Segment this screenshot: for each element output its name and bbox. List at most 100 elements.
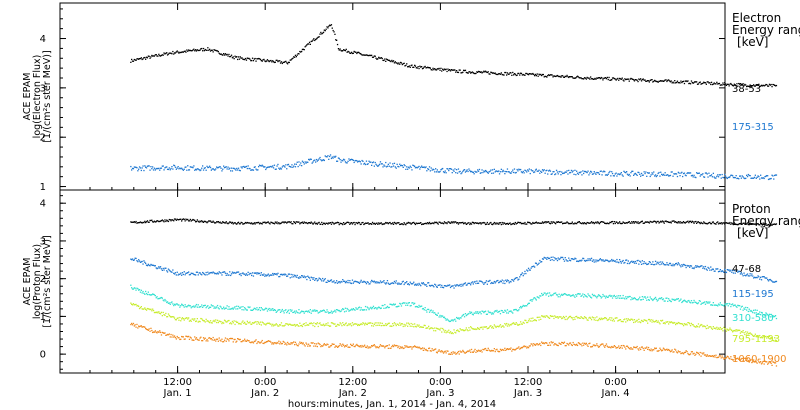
data-point xyxy=(239,307,241,309)
data-point xyxy=(228,340,230,342)
data-point xyxy=(674,322,676,324)
data-point xyxy=(193,48,195,50)
data-point xyxy=(308,343,310,345)
data-point xyxy=(152,55,155,57)
data-point xyxy=(702,302,704,304)
data-point xyxy=(318,322,320,325)
data-point xyxy=(305,45,307,47)
data-point xyxy=(731,329,733,332)
data-point xyxy=(619,260,622,263)
data-point xyxy=(729,176,731,178)
data-point xyxy=(544,75,546,77)
data-point xyxy=(775,340,778,342)
data-point xyxy=(557,221,559,223)
data-point xyxy=(188,49,191,52)
data-point xyxy=(269,340,271,342)
data-point xyxy=(766,337,768,339)
data-point xyxy=(222,271,224,273)
data-point xyxy=(272,167,275,169)
data-point xyxy=(683,323,686,325)
data-point xyxy=(738,329,740,332)
data-point xyxy=(756,277,758,279)
data-point xyxy=(223,54,226,56)
data-point xyxy=(533,297,535,299)
data-point xyxy=(271,343,273,345)
data-point xyxy=(494,223,496,225)
data-point xyxy=(277,60,279,63)
data-point xyxy=(208,220,210,222)
data-point xyxy=(654,221,657,223)
data-point xyxy=(413,346,415,348)
data-point xyxy=(770,224,772,226)
data-point xyxy=(490,350,492,352)
data-point xyxy=(515,277,517,279)
data-point xyxy=(414,165,416,167)
data-point xyxy=(517,279,519,281)
data-point xyxy=(357,281,360,284)
data-point xyxy=(383,223,385,225)
data-point xyxy=(386,305,389,308)
data-point xyxy=(266,340,269,343)
data-point xyxy=(771,224,773,226)
data-point xyxy=(155,54,157,56)
data-point xyxy=(241,222,243,224)
data-point xyxy=(571,171,573,173)
data-point xyxy=(247,306,249,308)
data-point xyxy=(637,221,639,223)
data-point xyxy=(719,174,721,176)
data-point xyxy=(766,175,768,177)
data-point xyxy=(362,309,364,311)
data-point xyxy=(583,317,585,320)
data-point xyxy=(210,271,212,274)
data-point xyxy=(624,298,626,300)
data-point xyxy=(164,298,166,301)
data-point xyxy=(478,311,481,313)
data-point xyxy=(464,313,467,315)
data-point xyxy=(411,222,413,224)
data-point xyxy=(549,170,552,172)
data-point xyxy=(167,220,170,223)
data-point xyxy=(300,311,302,313)
data-point xyxy=(260,324,262,326)
data-point xyxy=(142,165,144,167)
data-point xyxy=(285,60,287,62)
data-point xyxy=(424,284,426,286)
data-point xyxy=(395,223,397,225)
data-point xyxy=(276,59,278,61)
data-point xyxy=(675,221,677,223)
data-point xyxy=(186,272,188,274)
data-point xyxy=(316,345,318,348)
data-point xyxy=(536,296,538,298)
data-point xyxy=(207,166,209,169)
data-point xyxy=(440,286,442,288)
data-point xyxy=(270,323,272,325)
data-point xyxy=(223,271,225,273)
data-point xyxy=(215,340,217,342)
data-point xyxy=(361,309,363,311)
data-point xyxy=(320,159,322,161)
data-point xyxy=(693,81,695,84)
data-point xyxy=(466,314,468,316)
data-point xyxy=(371,164,373,166)
data-point xyxy=(415,222,417,224)
data-point xyxy=(468,71,470,73)
data-point xyxy=(498,281,501,283)
data-point xyxy=(640,80,643,82)
data-point xyxy=(558,293,560,295)
data-point xyxy=(488,171,490,173)
data-point xyxy=(744,223,746,225)
data-point xyxy=(394,345,396,347)
data-point xyxy=(293,324,295,326)
data-point xyxy=(431,348,433,350)
data-point xyxy=(377,58,379,60)
data-point xyxy=(153,55,156,57)
data-point xyxy=(525,272,527,275)
data-point xyxy=(174,272,177,274)
data-point xyxy=(650,221,652,223)
data-point xyxy=(497,311,499,313)
data-point xyxy=(401,223,403,225)
data-point xyxy=(350,323,352,325)
data-point xyxy=(351,322,354,324)
data-point xyxy=(260,59,262,62)
data-point xyxy=(494,310,496,312)
